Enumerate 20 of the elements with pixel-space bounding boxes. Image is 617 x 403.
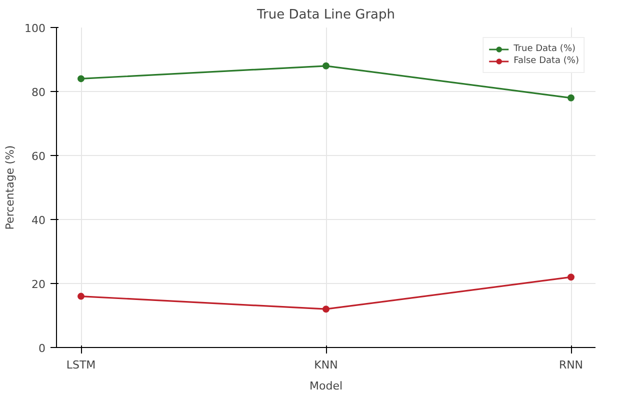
legend-label: False Data (%): [514, 55, 579, 67]
point: [568, 94, 574, 102]
point: [568, 274, 574, 281]
legend-label: True Data (%): [514, 43, 576, 55]
y-tick-label: 0: [38, 342, 46, 355]
y-tick-label: 40: [32, 214, 46, 227]
y-tick-label: 60: [32, 150, 46, 163]
y-axis-title: Percentage (%): [4, 145, 17, 230]
x-axis-title: Model: [309, 380, 343, 392]
point: [322, 306, 330, 313]
y-tick-label: 20: [32, 278, 46, 291]
point: [78, 75, 84, 82]
point: [78, 292, 84, 300]
chart-title: True Data Line Graph: [256, 8, 396, 22]
point: [322, 62, 330, 70]
x-tick-label: KNN: [314, 358, 338, 372]
x-tick-label: LSTM: [66, 358, 96, 372]
y-tick-label: 80: [32, 86, 46, 99]
y-tick-label: 100: [24, 22, 46, 35]
x-tick-label: RNN: [558, 358, 584, 372]
